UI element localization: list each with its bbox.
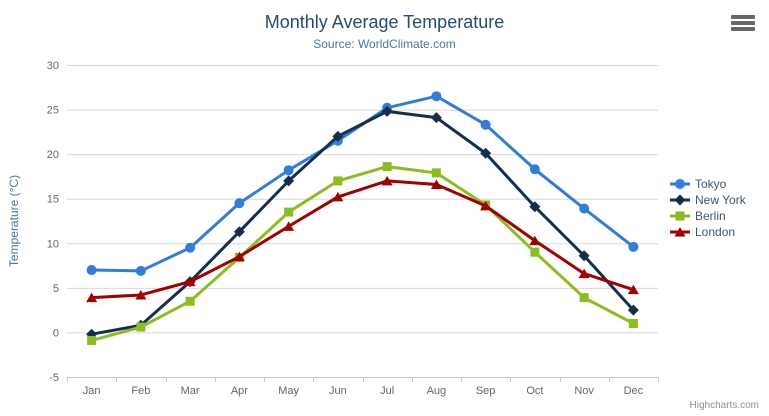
point-tokyo-oct[interactable] (529, 164, 540, 175)
point-berlin-dec[interactable] (628, 319, 638, 329)
point-tokyo-jan[interactable] (86, 265, 97, 276)
point-tokyo-nov[interactable] (579, 203, 590, 214)
x-axis-label: Jan (83, 385, 101, 397)
point-london-sep[interactable] (480, 200, 492, 211)
point-tokyo-sep[interactable] (480, 119, 491, 130)
x-axis-label: Jul (380, 385, 394, 397)
point-tokyo-may[interactable] (283, 165, 294, 176)
point-london-dec[interactable] (627, 284, 639, 295)
point-new-york-oct[interactable] (529, 201, 541, 213)
legend-item-new-york[interactable]: New York (670, 192, 746, 208)
point-london-jul[interactable] (381, 175, 393, 186)
point-new-york-jul[interactable] (381, 105, 393, 117)
y-axis-label: -5 (49, 372, 59, 384)
y-axis-label: 20 (47, 149, 59, 161)
legend-item-berlin[interactable]: Berlin (670, 208, 746, 224)
hamburger-bar (731, 21, 755, 25)
y-axis-label: 10 (47, 238, 59, 250)
hamburger-bar (731, 15, 755, 19)
point-berlin-mar[interactable] (185, 296, 195, 306)
point-london-apr[interactable] (233, 251, 245, 262)
series-line-london[interactable] (90, 179, 635, 300)
x-axis-label: Apr (231, 385, 248, 397)
series-line-berlin[interactable] (90, 165, 635, 342)
highcharts-credit[interactable]: Highcharts.com (689, 400, 759, 411)
point-berlin-may[interactable] (284, 207, 294, 217)
tokyo-legend-marker-icon (670, 179, 690, 189)
y-axis-label: 25 (47, 105, 59, 117)
x-axis-label: Aug (427, 385, 447, 397)
point-tokyo-mar[interactable] (185, 242, 196, 253)
point-berlin-aug[interactable] (431, 168, 441, 178)
series-new-york (86, 105, 639, 340)
x-axis-label: Mar (181, 385, 200, 397)
point-berlin-jun[interactable] (333, 176, 343, 186)
y-axis-label: 15 (47, 194, 59, 206)
y-axis-label: 30 (47, 60, 59, 72)
point-new-york-apr[interactable] (233, 226, 245, 238)
point-london-jun[interactable] (332, 191, 344, 202)
y-axis-label: 5 (53, 283, 59, 295)
point-london-feb[interactable] (135, 289, 147, 300)
x-axis-label: Sep (476, 385, 496, 397)
point-london-aug[interactable] (430, 179, 442, 189)
point-berlin-oct[interactable] (530, 247, 540, 257)
legend-label: New York (695, 193, 746, 207)
legend-label: Berlin (695, 209, 726, 223)
legend-label: Tokyo (695, 177, 727, 191)
x-axis-label: Jun (329, 385, 347, 397)
point-london-mar[interactable] (184, 276, 196, 287)
hamburger-bar (731, 27, 755, 31)
point-tokyo-aug[interactable] (431, 91, 442, 102)
series-tokyo (86, 91, 639, 276)
point-new-york-aug[interactable] (430, 112, 442, 124)
point-tokyo-feb[interactable] (135, 265, 146, 276)
legend-label: London (695, 225, 736, 239)
point-berlin-feb[interactable] (136, 322, 146, 332)
point-new-york-jun[interactable] (332, 130, 344, 142)
point-tokyo-dec[interactable] (628, 241, 639, 252)
x-axis-label: Dec (624, 385, 644, 397)
point-new-york-sep[interactable] (480, 147, 492, 159)
point-london-may[interactable] (283, 221, 295, 231)
x-axis-label: Feb (131, 385, 150, 397)
point-london-oct[interactable] (529, 235, 541, 246)
point-new-york-may[interactable] (283, 175, 295, 187)
london-legend-marker-icon (670, 227, 690, 237)
series-line-new-york[interactable] (90, 109, 635, 336)
point-berlin-jan[interactable] (87, 335, 97, 345)
x-axis-label: Nov (574, 385, 594, 397)
legend-item-tokyo[interactable]: Tokyo (670, 176, 746, 192)
chart-title: Monthly Average Temperature (264, 12, 505, 32)
berlin-legend-marker-icon (670, 211, 690, 221)
point-berlin-nov[interactable] (579, 293, 589, 303)
legend-item-london[interactable]: London (670, 224, 746, 240)
hamburger-icon[interactable] (731, 15, 755, 31)
new-york-legend-marker-icon (670, 194, 690, 206)
point-london-jan[interactable] (86, 292, 98, 303)
chart-subtitle: Source: WorldClimate.com (313, 37, 456, 51)
legend: Tokyo New York Berlin London (670, 176, 746, 240)
x-axis-label: May (278, 385, 299, 397)
point-berlin-jul[interactable] (382, 162, 392, 172)
point-new-york-dec[interactable] (627, 304, 639, 316)
x-axis-label: Oct (526, 385, 543, 397)
point-new-york-nov[interactable] (578, 250, 590, 262)
point-tokyo-apr[interactable] (234, 198, 245, 209)
series-london (86, 175, 639, 303)
point-london-nov[interactable] (578, 268, 590, 279)
y-axis-label: 0 (53, 327, 59, 339)
